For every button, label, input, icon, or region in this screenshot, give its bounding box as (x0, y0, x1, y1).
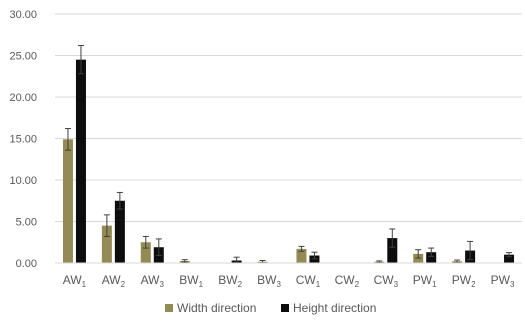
bar-height-cw3 (387, 238, 398, 263)
error-bar (311, 251, 318, 260)
x-tick-label: PW2 (452, 273, 476, 289)
y-tick-label: 5.00 (16, 217, 37, 229)
legend-label-width-direction: Width direction (177, 301, 256, 315)
bar-width-aw3 (140, 242, 151, 263)
legend-label-height-direction: Height direction (293, 301, 376, 315)
legend: Width direction Height direction (165, 301, 376, 315)
bar-height-aw2 (114, 200, 125, 263)
x-tick-label: PW1 (413, 273, 437, 289)
gridlines (55, 13, 522, 222)
error-bar (103, 214, 110, 237)
error-bar (181, 259, 188, 263)
error-bar (298, 245, 305, 252)
y-tick-label: 25.00 (9, 51, 37, 63)
error-bar (506, 252, 513, 258)
y-axis-tick-labels: 0.00 5.00 10.00 15.00 20.00 25.00 30.00 (9, 9, 37, 270)
error-bar (142, 235, 149, 249)
legend-swatch-width-direction (165, 304, 173, 312)
y-tick-label: 15.00 (9, 134, 37, 146)
error-bar (64, 128, 71, 151)
bar-height-pw3 (504, 254, 515, 263)
bar-width-cw1 (296, 248, 307, 263)
y-tick-label: 10.00 (9, 175, 37, 187)
x-axis-tick-labels: AW1 AW2 AW3 BW1 BW2 BW3 CW1 CW2 CW3 PW1 PW2 PW3 (63, 273, 515, 289)
x-tick-label: AW1 (63, 273, 87, 289)
bar-width-aw1 (62, 139, 73, 263)
error-bars (64, 45, 513, 264)
y-tick-label: 30.00 (9, 9, 37, 21)
bar-height-pw1 (426, 252, 437, 263)
error-bar (467, 240, 474, 261)
error-bar (116, 191, 123, 210)
error-bar (415, 249, 422, 259)
x-tick-label: CW1 (296, 273, 321, 289)
error-bar (77, 45, 84, 75)
x-tick-label: CW3 (374, 273, 399, 289)
x-tick-label: AW3 (141, 273, 165, 289)
y-tick-label: 0.00 (16, 258, 37, 270)
error-bar (155, 238, 162, 257)
x-tick-label: CW2 (335, 273, 360, 289)
bar-height-aw1 (75, 59, 86, 264)
x-tick-label: BW1 (179, 273, 203, 289)
x-tick-label: BW2 (218, 273, 242, 289)
legend-swatch-height-direction (281, 304, 289, 312)
x-tick-label: PW3 (491, 273, 515, 289)
error-bar (389, 228, 396, 248)
x-tick-label: BW3 (257, 273, 281, 289)
bar-width-aw2 (101, 225, 112, 263)
y-tick-label: 20.00 (9, 92, 37, 104)
error-bar (428, 247, 435, 257)
bars (62, 59, 515, 264)
x-tick-label: AW2 (102, 273, 126, 289)
